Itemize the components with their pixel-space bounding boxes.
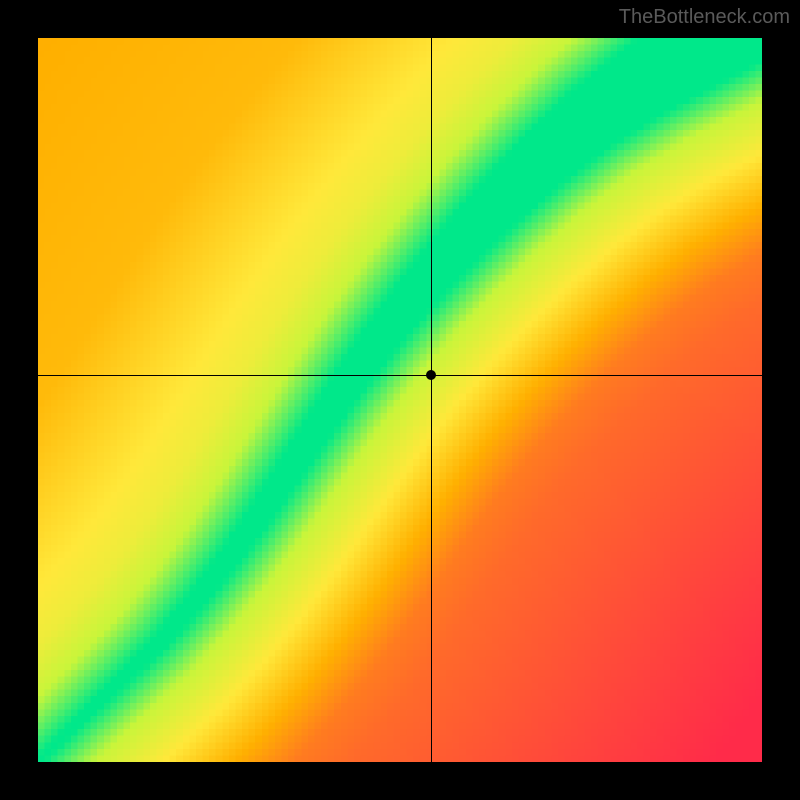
selection-marker: [426, 370, 436, 380]
crosshair-vertical: [431, 38, 432, 762]
crosshair-horizontal: [38, 375, 762, 376]
heatmap-canvas: [38, 38, 762, 762]
plot-area: [38, 38, 762, 762]
watermark-text: TheBottleneck.com: [619, 6, 790, 29]
